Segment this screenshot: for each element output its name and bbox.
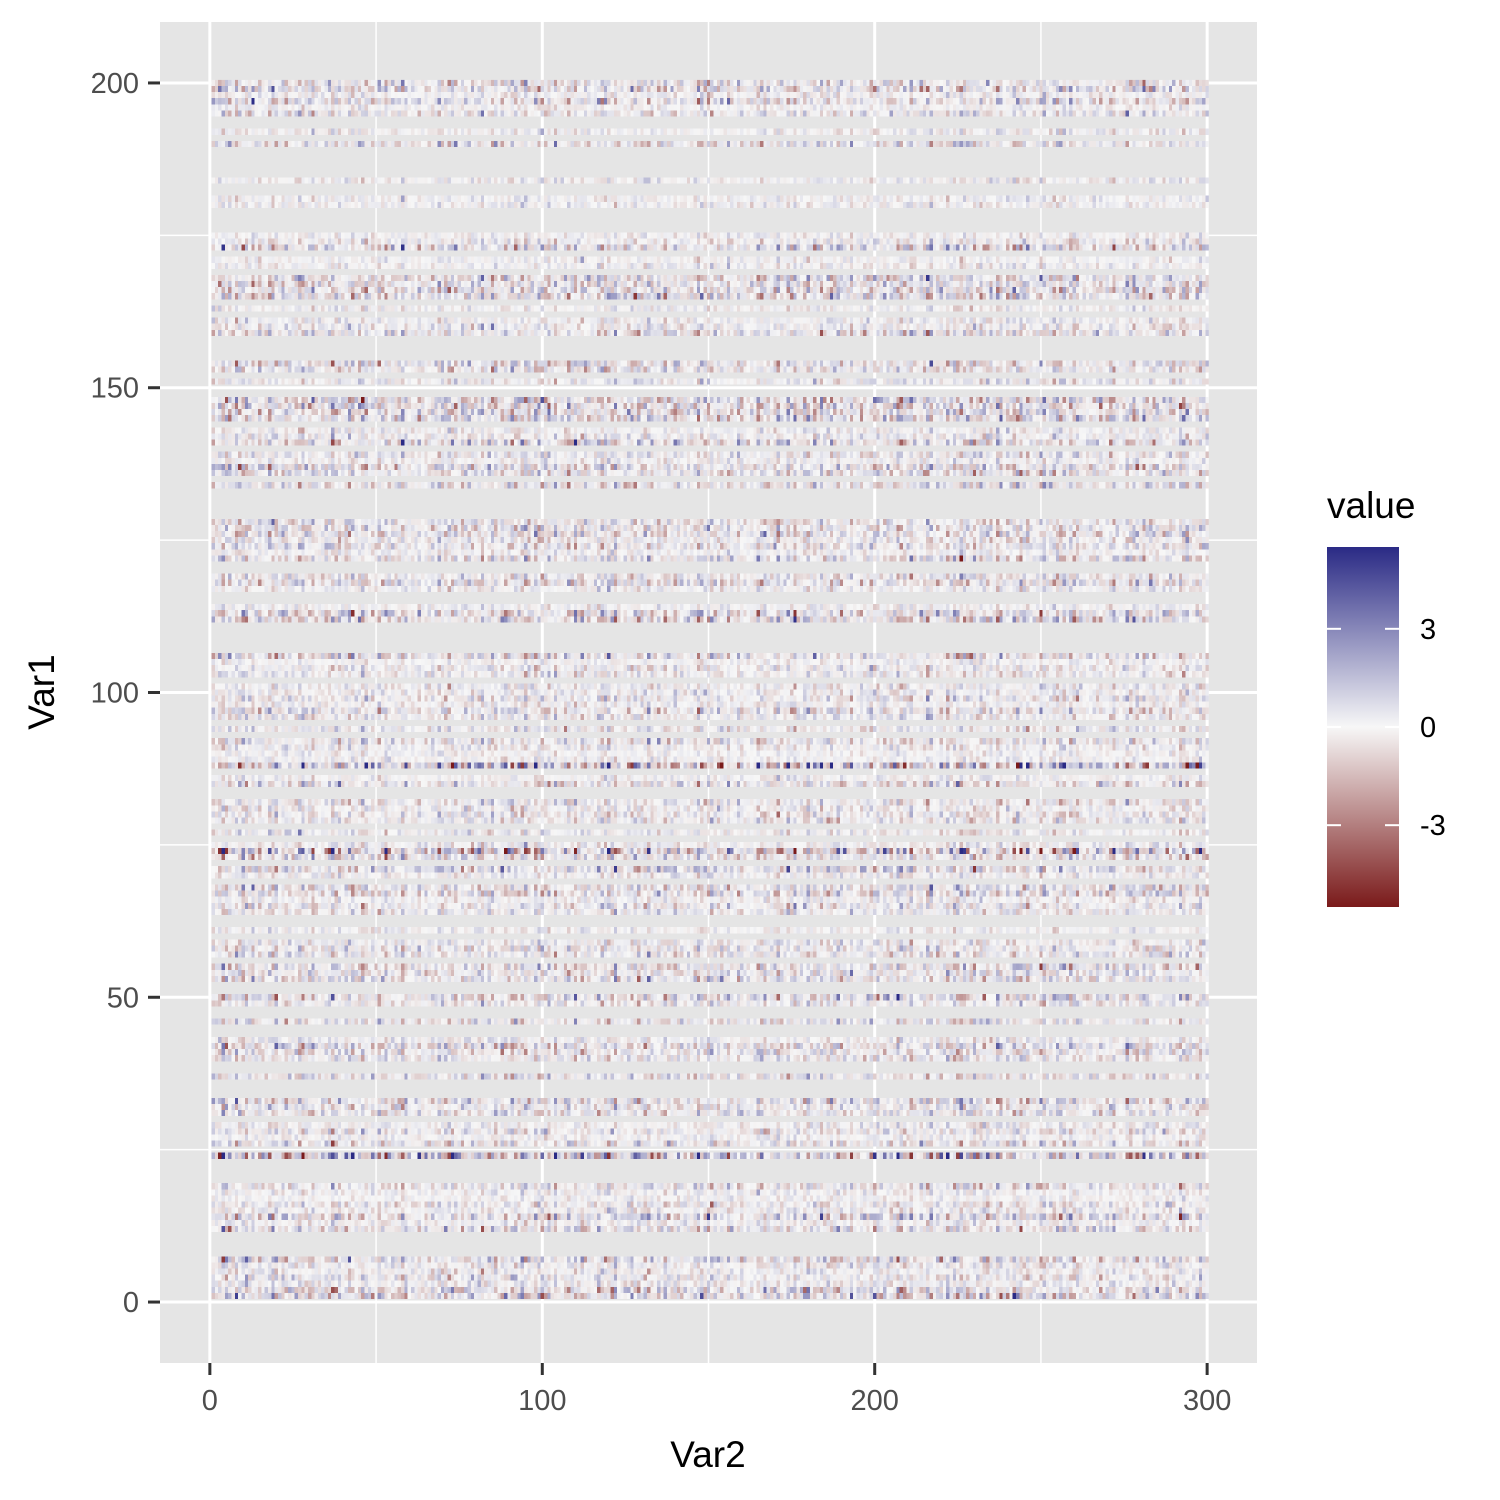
y-tick-label: 100 <box>91 678 139 710</box>
legend-title: value <box>1327 485 1415 526</box>
y-tick-label: 0 <box>123 1287 139 1319</box>
legend-tick-label: 0 <box>1420 712 1436 744</box>
y-tick-label: 200 <box>91 68 139 100</box>
y-axis-title: Var1 <box>21 654 62 729</box>
x-tick-label: 200 <box>851 1385 899 1417</box>
x-axis: 0 100 200 300 <box>202 1363 1232 1417</box>
legend-tick-label: 3 <box>1420 614 1436 646</box>
x-axis-title: Var2 <box>670 1434 745 1475</box>
y-axis: 0 50 100 150 200 <box>91 68 160 1319</box>
legend-tick-label: -3 <box>1420 810 1446 842</box>
y-tick-label: 150 <box>91 373 139 405</box>
legend: value 3 0 -3 <box>1327 485 1446 907</box>
heatmap-tiles <box>212 80 1209 1299</box>
x-tick-label: 0 <box>202 1385 218 1417</box>
x-tick-label: 300 <box>1183 1385 1231 1417</box>
y-tick-label: 50 <box>107 982 139 1014</box>
heatmap-cells <box>212 80 1209 1299</box>
x-tick-label: 100 <box>518 1385 566 1417</box>
